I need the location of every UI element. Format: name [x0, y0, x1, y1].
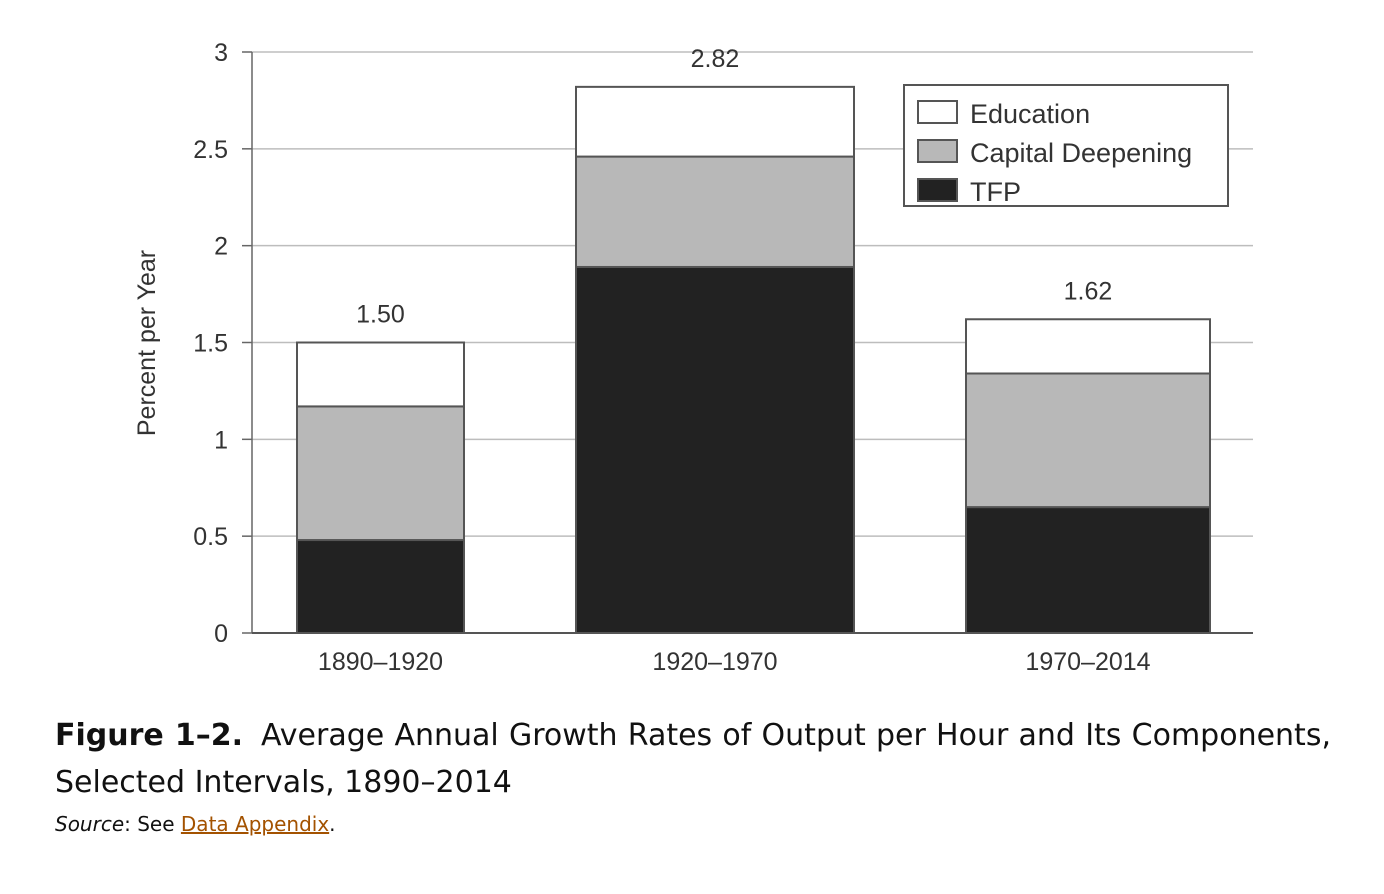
- y-tick-label: 0.5: [193, 523, 228, 551]
- bar-segment-tfp: [296, 539, 465, 634]
- y-tick-label: 3: [214, 39, 228, 67]
- legend-label: Capital Deepening: [970, 138, 1192, 168]
- stacked-bar-chart: 0 0.5 1 1.5 2 2.5 3 Percent per Year 1.50 1890–19…: [133, 39, 1253, 676]
- figure-caption: Figure 1–2. Average Annual Growth Rates o…: [55, 712, 1331, 806]
- legend-swatch-tfp: [917, 178, 958, 202]
- figure-caption-text: Average Annual Growth Rates of Output pe…: [55, 718, 1331, 800]
- bars: [296, 85, 1211, 634]
- bar-segment-tfp: [965, 506, 1211, 634]
- bar-total-label: 2.82: [691, 45, 740, 73]
- x-category-label: 1890–1920: [318, 648, 443, 676]
- source-label: Source: [55, 812, 125, 836]
- bar-total-label: 1.50: [356, 301, 405, 329]
- y-tick-label: 1: [214, 426, 228, 454]
- x-category-label: 1970–2014: [1025, 648, 1150, 676]
- source-prefix: : See: [124, 812, 181, 836]
- y-axis-title: Percent per Year: [133, 250, 161, 436]
- bar-segment-education: [296, 341, 465, 408]
- bar-total-label: 1.62: [1064, 277, 1113, 305]
- figure-label: Figure 1–2.: [55, 718, 244, 753]
- y-tick-label: 2: [214, 233, 228, 261]
- source-suffix: .: [329, 812, 336, 836]
- bar-segment-capital-deepening: [575, 155, 855, 268]
- bar-segment-capital-deepening: [296, 405, 465, 542]
- source-note: Source: See Data Appendix.: [55, 812, 336, 836]
- bar-segment-education: [965, 318, 1211, 375]
- bar-segment-tfp: [575, 265, 855, 634]
- legend: Education Capital Deepening TFP: [903, 84, 1229, 207]
- y-tick-label: 1.5: [193, 330, 228, 358]
- y-tick-label: 0: [214, 620, 228, 648]
- legend-label: Education: [970, 99, 1090, 129]
- bar-segment-capital-deepening: [965, 372, 1211, 509]
- legend-swatch-capital-deepening: [917, 139, 958, 163]
- x-category-label: 1920–1970: [652, 648, 777, 676]
- legend-label: TFP: [970, 177, 1021, 207]
- data-appendix-link[interactable]: Data Appendix: [180, 812, 330, 836]
- bar-segment-education: [575, 85, 855, 158]
- labels: 0 0.5 1 1.5 2 2.5 3 Percent per Year 1.50 1890–19…: [133, 39, 1151, 676]
- y-tick-label: 2.5: [193, 136, 228, 164]
- legend-swatch-education: [917, 100, 958, 124]
